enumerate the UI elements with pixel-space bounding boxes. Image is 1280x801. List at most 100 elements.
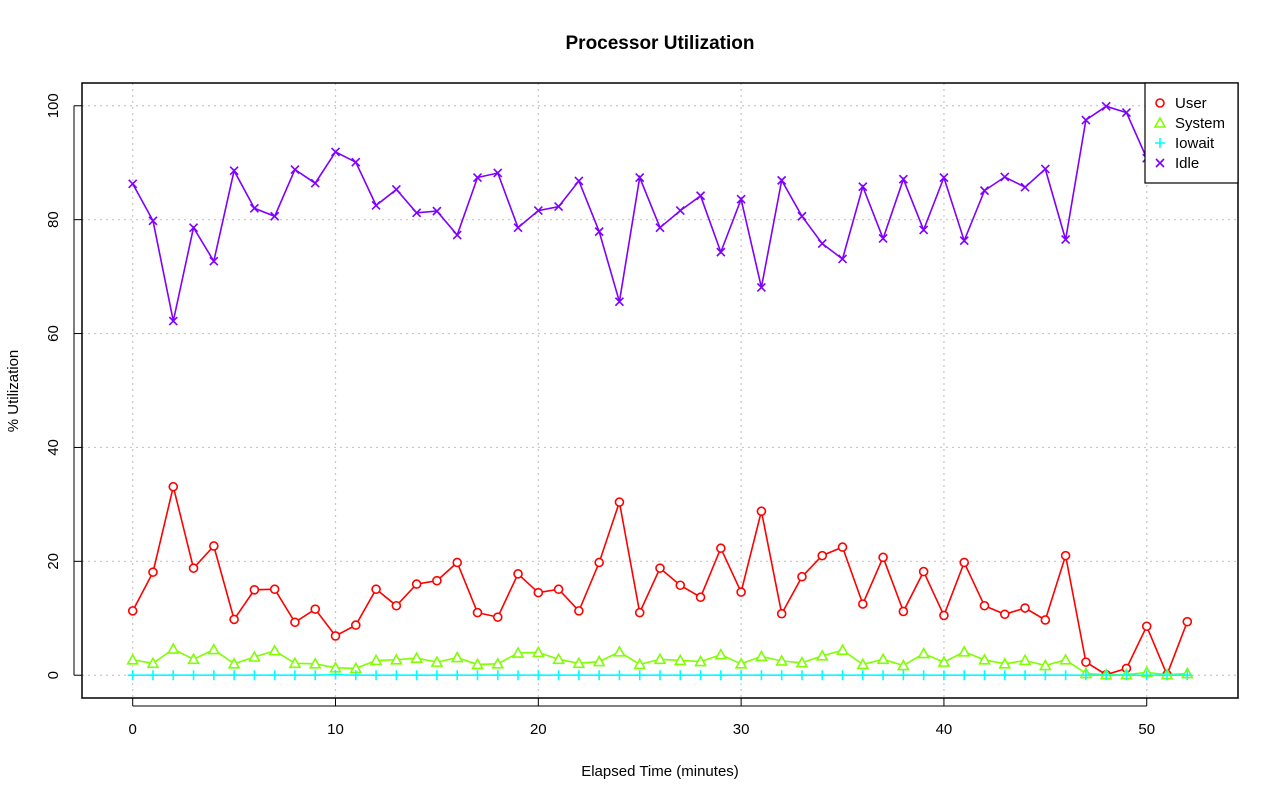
y-tick-label: 40: [45, 439, 62, 456]
legend-label-system: System: [1175, 115, 1225, 132]
x-tick-label: 50: [1138, 721, 1155, 738]
data-point-user: [999, 609, 1010, 620]
series-user: [127, 481, 1193, 680]
data-point-idle: [209, 256, 219, 266]
data-point-user: [269, 584, 280, 595]
data-point-user: [371, 584, 381, 595]
data-point-user: [1141, 621, 1152, 632]
data-point-iowait: [330, 669, 341, 680]
data-point-iowait: [513, 670, 524, 681]
plot-frame: [81, 82, 1239, 699]
data-point-idle: [574, 176, 584, 186]
data-point-system: [248, 650, 261, 662]
y-axis: 0 20 40 60 80 100: [45, 93, 82, 679]
x-tick-label: 40: [936, 721, 953, 738]
y-tick-label: 100: [45, 93, 62, 118]
data-point-idle: [614, 297, 625, 307]
data-point-system: [369, 653, 383, 666]
chart-title: Processor Utilization: [566, 33, 755, 54]
y-tick-label: 60: [45, 325, 62, 342]
data-point-system: [673, 653, 687, 666]
data-point-user: [756, 506, 767, 517]
data-point-user: [168, 481, 179, 492]
data-point-idle: [837, 254, 848, 264]
data-point-iowait: [1060, 670, 1071, 681]
data-point-iowait: [208, 670, 219, 681]
data-point-user: [391, 600, 402, 611]
data-point-idle: [1081, 115, 1091, 125]
data-point-iowait: [147, 670, 158, 681]
data-point-system: [836, 643, 849, 655]
data-point-iowait: [1162, 670, 1173, 681]
data-point-system: [288, 656, 302, 669]
data-point-iowait: [655, 670, 665, 681]
data-point-system: [978, 653, 991, 665]
data-point-idle: [736, 194, 746, 204]
data-point-iowait: [938, 670, 949, 681]
y-tick-label: 20: [45, 553, 62, 570]
data-point-system: [775, 654, 789, 666]
data-point-iowait: [736, 670, 747, 681]
data-point-idle: [1121, 108, 1132, 118]
data-point-user: [959, 557, 970, 568]
data-point-idle: [797, 211, 807, 221]
data-point-iowait: [1020, 670, 1031, 681]
data-point-user: [776, 608, 787, 619]
legend-label-idle: Idle: [1175, 155, 1199, 172]
data-point-idle: [188, 223, 199, 233]
data-point-iowait: [837, 670, 848, 681]
data-point-idle: [148, 216, 158, 226]
data-point-idle: [959, 236, 969, 246]
data-point-system: [552, 652, 565, 665]
x-axis-label: Elapsed Time (minutes): [581, 763, 739, 780]
data-point-system: [308, 657, 322, 669]
data-point-iowait: [289, 670, 300, 681]
data-point-system: [876, 652, 890, 665]
data-point-system: [572, 656, 586, 669]
data-point-user: [1081, 657, 1091, 667]
data-point-iowait: [472, 670, 483, 681]
data-point-user: [330, 631, 341, 641]
data-point-iowait: [371, 670, 382, 681]
data-point-iowait: [1141, 670, 1152, 681]
data-point-system: [957, 645, 971, 657]
data-point-idle: [1020, 182, 1030, 192]
series-idle: [128, 101, 1192, 326]
data-point-idle: [695, 191, 706, 201]
x-tick-label: 10: [327, 721, 344, 738]
x-tick-label: 0: [129, 721, 137, 738]
data-point-user: [411, 579, 422, 589]
data-point-user: [513, 569, 523, 579]
x-tick-label: 20: [530, 721, 547, 738]
data-point-idle: [249, 203, 259, 213]
data-point-idle: [412, 208, 422, 218]
data-point-user: [1182, 616, 1193, 627]
data-point-user: [432, 575, 442, 586]
data-point-iowait: [452, 670, 463, 681]
data-point-user: [452, 557, 462, 568]
data-point-idle: [330, 147, 341, 157]
data-point-user: [350, 620, 361, 630]
data-point-user: [492, 612, 503, 622]
data-point-idle: [1040, 164, 1050, 174]
y-axis-label: % Utilization: [5, 350, 22, 433]
data-point-iowait: [959, 670, 970, 681]
data-point-idle: [756, 282, 766, 292]
data-point-system: [1059, 653, 1072, 665]
data-point-user: [533, 587, 544, 598]
data-point-idle: [472, 172, 483, 183]
data-point-idle: [635, 172, 645, 183]
data-point-iowait: [776, 670, 787, 681]
data-point-user: [472, 607, 483, 618]
legend-marker-iowait: [1155, 138, 1165, 148]
data-point-user: [127, 606, 138, 616]
data-point-user: [716, 543, 726, 554]
data-point-user: [310, 604, 321, 614]
data-point-user: [878, 552, 888, 563]
data-point-iowait: [411, 670, 422, 681]
data-point-user: [1020, 603, 1030, 613]
data-point-idle: [371, 200, 381, 210]
legend-label-iowait: Iowait: [1175, 135, 1215, 152]
data-point-user: [553, 584, 564, 595]
